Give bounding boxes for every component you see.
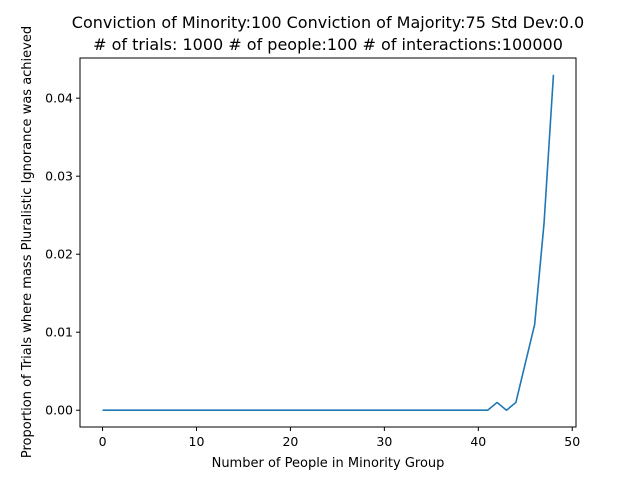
x-axis-label: Number of People in Minority Group bbox=[212, 456, 445, 471]
chart-title-line-2: # of trials: 1000 # of people:100 # of i… bbox=[93, 35, 563, 54]
y-tick-label: 0.01 bbox=[45, 325, 73, 340]
x-tick-label: 10 bbox=[189, 434, 205, 449]
x-tick-label: 30 bbox=[376, 434, 392, 449]
plot-frame bbox=[79, 57, 577, 428]
y-axis-label: Proportion of Trials where mass Pluralis… bbox=[20, 26, 35, 458]
x-tick-label: 20 bbox=[282, 434, 298, 449]
y-tick-label: 0.04 bbox=[45, 91, 73, 106]
y-tick-label: 0.02 bbox=[45, 247, 73, 262]
axis-ticks: 0 10 20 30 40 50 0.00 0.01 0.02 0.03 0.04 bbox=[45, 91, 580, 449]
series-line bbox=[102, 74, 555, 412]
x-tick-label: 0 bbox=[99, 434, 107, 449]
x-tick-label: 50 bbox=[564, 434, 580, 449]
y-tick-label: 0.03 bbox=[45, 169, 73, 184]
chart-title-line-1: Conviction of Minority:100 Conviction of… bbox=[72, 13, 584, 32]
y-tick-label: 0.00 bbox=[45, 403, 73, 418]
series-group bbox=[102, 74, 555, 412]
x-tick-label: 40 bbox=[470, 434, 486, 449]
